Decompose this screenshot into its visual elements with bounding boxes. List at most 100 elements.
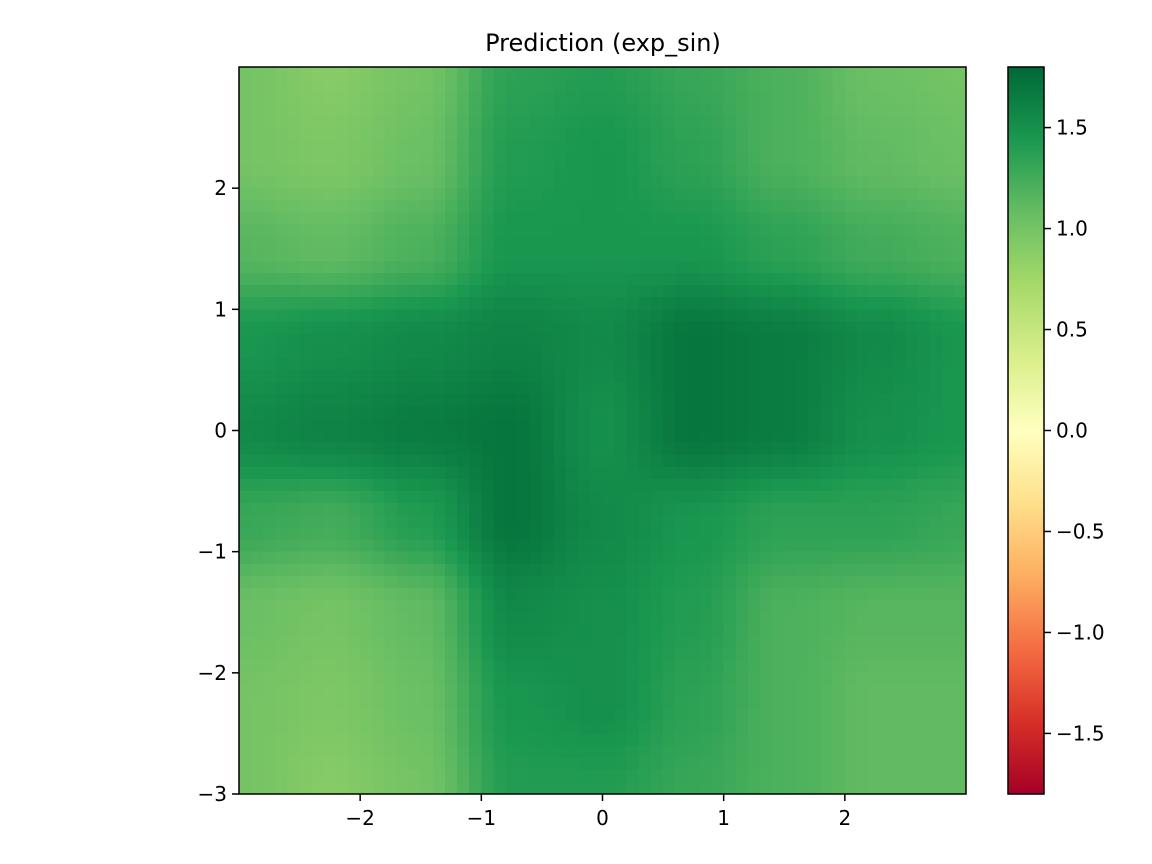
- heatmap-cell: [929, 224, 943, 238]
- heatmap-cell: [711, 697, 725, 710]
- heatmap-cell: [493, 781, 507, 795]
- heatmap-cell: [432, 515, 446, 529]
- heatmap-cell: [566, 442, 579, 456]
- heatmap-cell: [747, 539, 761, 553]
- heatmap-cell: [372, 709, 385, 722]
- heatmap-cell: [384, 260, 398, 274]
- heatmap-cell: [953, 248, 967, 262]
- heatmap-cell: [372, 491, 385, 504]
- heatmap-cell: [299, 333, 313, 347]
- heatmap-cell: [675, 733, 688, 747]
- heatmap-cell: [784, 672, 797, 686]
- heatmap-cell: [881, 575, 894, 589]
- heatmap-cell: [820, 563, 834, 577]
- heatmap-cell: [820, 539, 834, 553]
- heatmap-cell: [893, 454, 907, 468]
- heatmap-cell: [566, 345, 579, 359]
- heatmap-cell: [687, 648, 701, 662]
- heatmap-cell: [856, 79, 870, 92]
- heatmap-cell: [372, 91, 385, 104]
- heatmap-cell: [675, 224, 688, 238]
- heatmap-cell: [335, 454, 349, 468]
- heatmap-cell: [275, 709, 289, 722]
- heatmap-cell: [372, 309, 385, 323]
- heatmap-cell: [723, 733, 737, 747]
- heatmap-cell: [444, 503, 458, 516]
- heatmap-cell: [832, 515, 846, 529]
- heatmap-cell: [614, 563, 628, 577]
- heatmap-cell: [578, 224, 591, 238]
- heatmap-cell: [517, 127, 531, 141]
- heatmap-cell: [784, 260, 797, 274]
- heatmap-cell: [844, 369, 858, 383]
- heatmap-cell: [335, 163, 349, 177]
- heatmap-cell: [784, 466, 797, 480]
- heatmap-cell: [444, 151, 458, 165]
- heatmap-cell: [711, 757, 725, 771]
- heatmap-cell: [844, 721, 858, 735]
- heatmap-cell: [747, 769, 761, 783]
- heatmap-cell: [566, 176, 579, 189]
- heatmap-cell: [360, 733, 373, 747]
- heatmap-cell: [554, 418, 567, 432]
- heatmap-cell: [917, 176, 931, 189]
- heatmap-cell: [869, 600, 882, 613]
- heatmap-cell: [820, 115, 834, 129]
- heatmap-cell: [602, 357, 616, 371]
- heatmap-cell: [517, 163, 531, 177]
- heatmap-cell: [348, 648, 361, 662]
- heatmap-cell: [469, 721, 482, 735]
- heatmap-cell: [820, 648, 834, 662]
- heatmap-cell: [663, 733, 676, 747]
- heatmap-cell: [335, 382, 349, 395]
- heatmap-cell: [469, 297, 482, 310]
- heatmap-cell: [905, 624, 919, 638]
- heatmap-cell: [832, 684, 846, 698]
- heatmap-cell: [517, 697, 531, 710]
- heatmap-cell: [881, 684, 894, 698]
- heatmap-cell: [650, 127, 664, 141]
- heatmap-cell: [808, 757, 822, 771]
- heatmap-cell: [929, 151, 943, 165]
- heatmap-cell: [444, 309, 458, 323]
- heatmap-cell: [626, 212, 640, 226]
- heatmap-cell: [239, 684, 252, 698]
- heatmap-cell: [420, 321, 434, 335]
- heatmap-cell: [566, 309, 579, 323]
- heatmap-cell: [578, 745, 591, 759]
- heatmap-cell: [360, 103, 373, 117]
- heatmap-cell: [384, 406, 398, 419]
- heatmap-cell: [917, 285, 931, 298]
- heatmap-cell: [614, 660, 628, 674]
- heatmap-cell: [372, 442, 385, 456]
- heatmap-cell: [784, 733, 797, 747]
- heatmap-cells: [239, 67, 967, 795]
- heatmap-cell: [275, 660, 289, 674]
- heatmap-cell: [275, 394, 289, 407]
- heatmap-cell: [420, 309, 434, 323]
- colorbar-tick-label: 1.0: [1056, 217, 1088, 241]
- heatmap-cell: [251, 539, 264, 553]
- heatmap-cell: [784, 636, 797, 650]
- heatmap-cell: [372, 321, 385, 335]
- heatmap-cell: [287, 527, 301, 541]
- heatmap-cell: [457, 163, 470, 177]
- heatmap-cell: [469, 200, 482, 213]
- heatmap-cell: [953, 478, 967, 492]
- heatmap-cell: [384, 139, 398, 153]
- heatmap-cell: [687, 260, 701, 274]
- heatmap-cell: [335, 551, 349, 565]
- heatmap-cell: [408, 103, 422, 117]
- heatmap-cell: [263, 91, 276, 104]
- heatmap-cell: [529, 345, 543, 359]
- heatmap-cell: [869, 357, 882, 371]
- heatmap-cell: [335, 503, 349, 516]
- heatmap-cell: [444, 285, 458, 298]
- heatmap-cell: [251, 745, 264, 759]
- heatmap-cell: [675, 672, 688, 686]
- heatmap-cell: [626, 103, 640, 117]
- heatmap-cell: [578, 781, 591, 795]
- heatmap-cell: [953, 369, 967, 383]
- heatmap-cell: [953, 454, 967, 468]
- heatmap-cell: [699, 709, 713, 722]
